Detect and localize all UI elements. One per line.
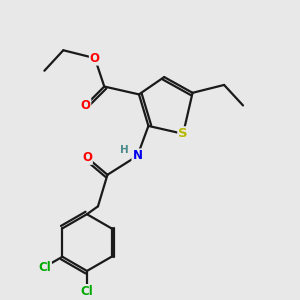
Text: H: H bbox=[120, 145, 129, 154]
Text: S: S bbox=[178, 127, 188, 140]
Text: N: N bbox=[132, 149, 142, 162]
Text: Cl: Cl bbox=[81, 285, 93, 298]
Text: Cl: Cl bbox=[38, 260, 51, 274]
Text: O: O bbox=[90, 52, 100, 64]
Text: O: O bbox=[80, 99, 90, 112]
Text: O: O bbox=[82, 151, 92, 164]
